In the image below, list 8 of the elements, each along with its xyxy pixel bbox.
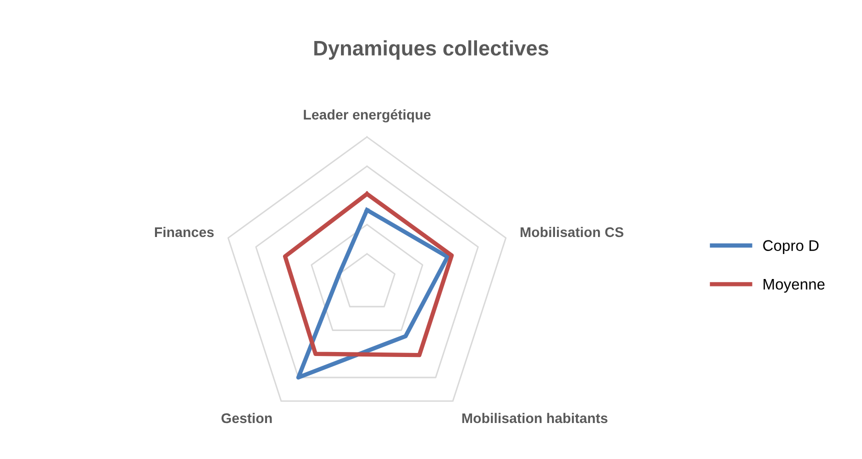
spoke-label: Mobilisation CS <box>520 226 624 238</box>
legend-label: Moyenne <box>764 279 825 293</box>
spoke-label: Gestion <box>221 412 272 424</box>
spoke-label: Leader energétique <box>304 109 431 122</box>
legend-label: Copro D <box>763 240 819 254</box>
spoke-label: Finances <box>154 226 214 238</box>
chart-title: Dynamiques collectives <box>314 40 548 60</box>
spoke-label: Mobilisation habitants <box>462 412 608 424</box>
